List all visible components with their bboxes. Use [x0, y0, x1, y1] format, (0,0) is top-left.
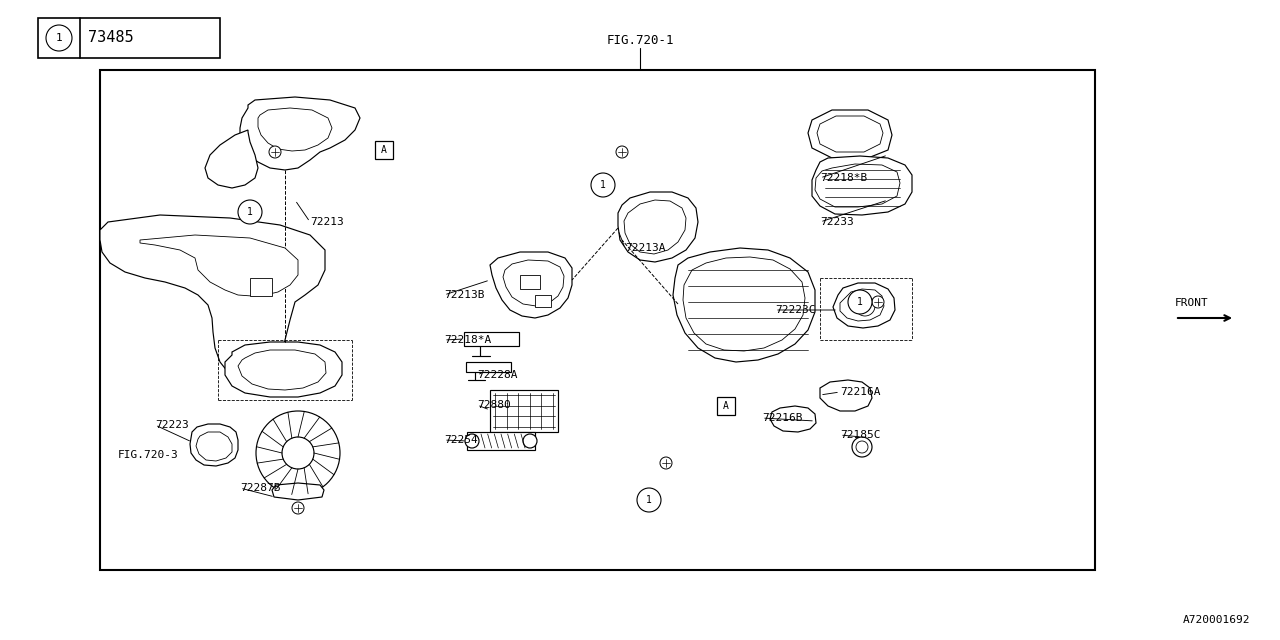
Circle shape	[292, 502, 305, 514]
Polygon shape	[225, 342, 342, 397]
Text: 72216B: 72216B	[762, 413, 803, 423]
Polygon shape	[196, 432, 232, 461]
Text: 1: 1	[600, 180, 605, 190]
Text: 1: 1	[646, 495, 652, 505]
Text: 73485: 73485	[88, 31, 133, 45]
Text: FIG.720-3: FIG.720-3	[118, 450, 178, 460]
Circle shape	[849, 290, 872, 314]
Text: 72233: 72233	[820, 217, 854, 227]
Polygon shape	[812, 156, 911, 215]
Polygon shape	[808, 110, 892, 158]
Text: A720001692: A720001692	[1183, 615, 1251, 625]
Text: 72218*A: 72218*A	[444, 335, 492, 345]
Text: A: A	[381, 145, 387, 155]
Polygon shape	[503, 260, 564, 306]
Polygon shape	[833, 283, 895, 328]
Text: 72228A: 72228A	[477, 370, 517, 380]
Circle shape	[524, 434, 538, 448]
Polygon shape	[684, 257, 805, 351]
Polygon shape	[490, 252, 572, 318]
Bar	[717, 397, 735, 415]
Text: 72213A: 72213A	[625, 243, 666, 253]
Polygon shape	[771, 406, 817, 432]
Text: FIG.720-1: FIG.720-1	[607, 33, 673, 47]
Circle shape	[238, 200, 262, 224]
Polygon shape	[100, 215, 325, 380]
Polygon shape	[673, 248, 815, 362]
Circle shape	[465, 434, 479, 448]
Circle shape	[256, 411, 340, 495]
Text: 1: 1	[247, 207, 253, 217]
Bar	[466, 362, 511, 372]
Circle shape	[872, 296, 884, 308]
Bar	[38, 18, 220, 58]
Polygon shape	[273, 483, 324, 500]
Circle shape	[269, 146, 282, 158]
Polygon shape	[205, 130, 259, 188]
Text: 72223C: 72223C	[774, 305, 815, 315]
Polygon shape	[625, 200, 686, 254]
Bar	[467, 432, 535, 450]
Polygon shape	[259, 108, 332, 151]
Circle shape	[282, 437, 314, 469]
Text: 1: 1	[858, 297, 863, 307]
Bar	[465, 332, 518, 346]
Bar	[100, 70, 1094, 570]
Circle shape	[856, 441, 868, 453]
Circle shape	[616, 146, 628, 158]
Text: 72216A: 72216A	[840, 387, 881, 397]
Polygon shape	[815, 164, 900, 207]
Bar	[375, 141, 393, 159]
Polygon shape	[840, 289, 884, 321]
Polygon shape	[618, 192, 698, 262]
Bar	[520, 275, 540, 289]
Circle shape	[660, 457, 672, 469]
Text: FRONT: FRONT	[1175, 298, 1208, 308]
Text: 72880: 72880	[477, 400, 511, 410]
Bar	[535, 295, 550, 307]
Circle shape	[46, 25, 72, 51]
Circle shape	[855, 296, 876, 316]
Text: 72287B: 72287B	[241, 483, 280, 493]
Text: 1: 1	[55, 33, 63, 43]
Text: 72185C: 72185C	[840, 430, 881, 440]
Circle shape	[852, 437, 872, 457]
Text: A: A	[723, 401, 728, 411]
Circle shape	[591, 173, 614, 197]
Text: 72223: 72223	[155, 420, 188, 430]
Bar	[490, 390, 558, 432]
Polygon shape	[820, 380, 872, 411]
Circle shape	[637, 488, 660, 512]
Polygon shape	[140, 235, 298, 296]
Bar	[250, 278, 273, 296]
Polygon shape	[238, 350, 326, 390]
Text: 72213: 72213	[310, 217, 344, 227]
Text: 72254: 72254	[444, 435, 477, 445]
Text: 72213B: 72213B	[444, 290, 485, 300]
Polygon shape	[241, 97, 360, 170]
Polygon shape	[189, 424, 238, 466]
Text: 72218*B: 72218*B	[820, 173, 868, 183]
Polygon shape	[817, 116, 883, 152]
